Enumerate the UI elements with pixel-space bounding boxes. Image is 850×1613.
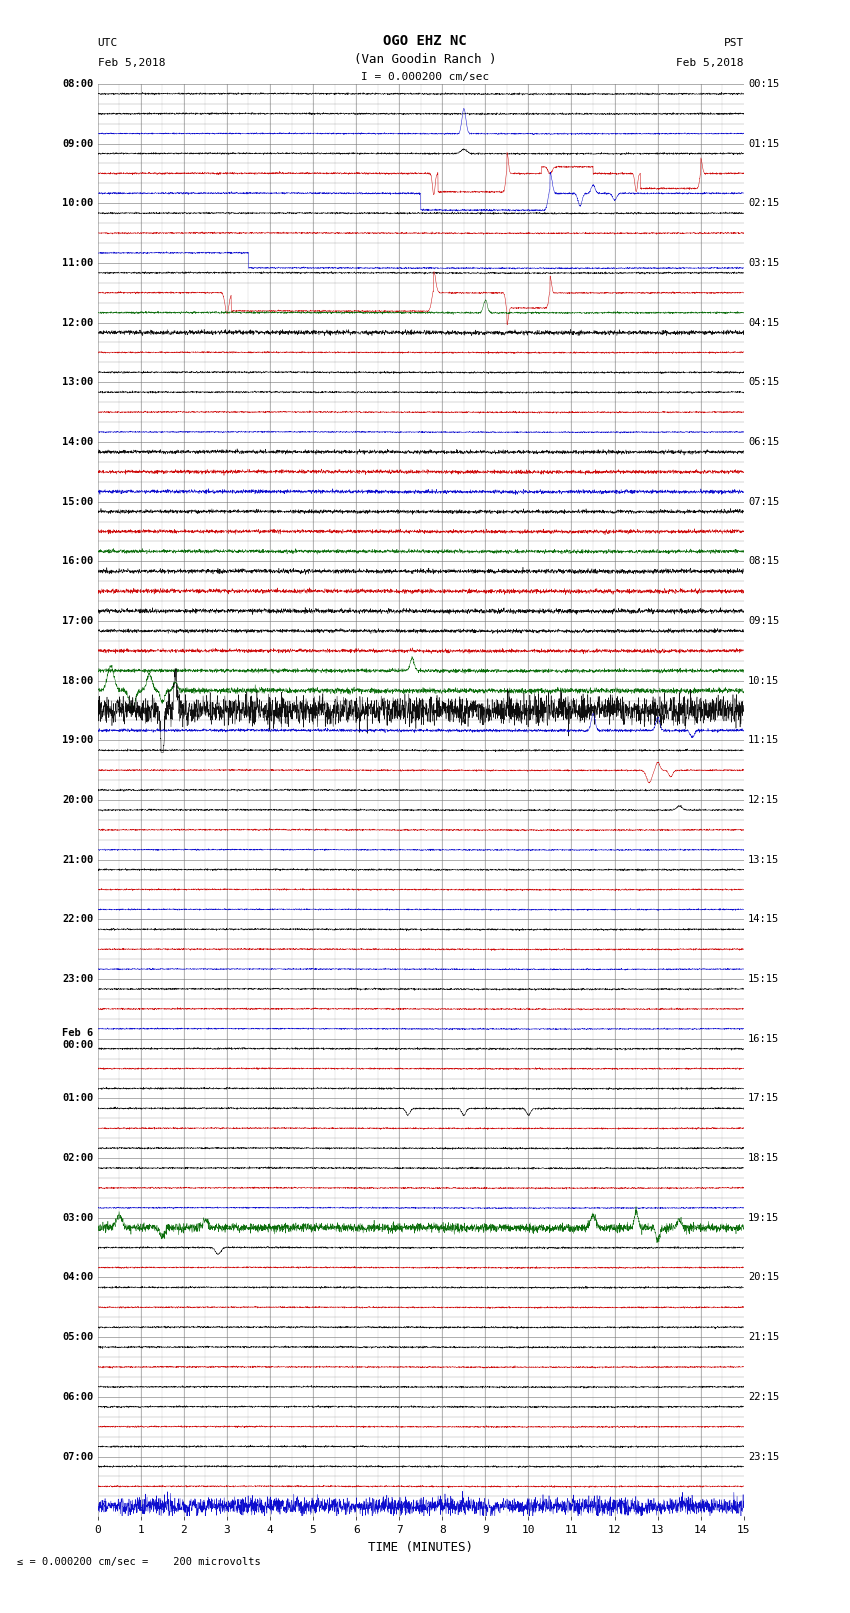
Text: 07:15: 07:15 — [748, 497, 779, 506]
Text: 05:00: 05:00 — [62, 1332, 94, 1342]
Text: 22:00: 22:00 — [62, 915, 94, 924]
Text: (Van Goodin Ranch ): (Van Goodin Ranch ) — [354, 53, 496, 66]
Text: 03:00: 03:00 — [62, 1213, 94, 1223]
Text: PST: PST — [723, 39, 744, 48]
Text: Feb 5,2018: Feb 5,2018 — [98, 58, 165, 68]
Text: 07:00: 07:00 — [62, 1452, 94, 1461]
Text: 06:00: 06:00 — [62, 1392, 94, 1402]
Text: 17:00: 17:00 — [62, 616, 94, 626]
Text: 16:15: 16:15 — [748, 1034, 779, 1044]
Text: 04:00: 04:00 — [62, 1273, 94, 1282]
Text: I = 0.000200 cm/sec: I = 0.000200 cm/sec — [361, 73, 489, 82]
Text: Feb 6
00:00: Feb 6 00:00 — [62, 1027, 94, 1050]
Text: 01:00: 01:00 — [62, 1094, 94, 1103]
Text: 14:00: 14:00 — [62, 437, 94, 447]
Text: 02:00: 02:00 — [62, 1153, 94, 1163]
Text: 03:15: 03:15 — [748, 258, 779, 268]
Text: 10:15: 10:15 — [748, 676, 779, 686]
Text: 23:00: 23:00 — [62, 974, 94, 984]
Text: 21:00: 21:00 — [62, 855, 94, 865]
Text: 13:00: 13:00 — [62, 377, 94, 387]
Text: 10:00: 10:00 — [62, 198, 94, 208]
Text: 09:15: 09:15 — [748, 616, 779, 626]
X-axis label: TIME (MINUTES): TIME (MINUTES) — [368, 1540, 473, 1553]
Text: 18:00: 18:00 — [62, 676, 94, 686]
Text: 05:15: 05:15 — [748, 377, 779, 387]
Text: UTC: UTC — [98, 39, 118, 48]
Text: Feb 5,2018: Feb 5,2018 — [677, 58, 744, 68]
Text: 11:00: 11:00 — [62, 258, 94, 268]
Text: 16:00: 16:00 — [62, 556, 94, 566]
Text: 13:15: 13:15 — [748, 855, 779, 865]
Text: 09:00: 09:00 — [62, 139, 94, 148]
Text: 06:15: 06:15 — [748, 437, 779, 447]
Text: 08:00: 08:00 — [62, 79, 94, 89]
Text: 15:00: 15:00 — [62, 497, 94, 506]
Text: 02:15: 02:15 — [748, 198, 779, 208]
Text: 11:15: 11:15 — [748, 736, 779, 745]
Text: OGO EHZ NC: OGO EHZ NC — [383, 34, 467, 48]
Text: 19:00: 19:00 — [62, 736, 94, 745]
Text: 18:15: 18:15 — [748, 1153, 779, 1163]
Text: 04:15: 04:15 — [748, 318, 779, 327]
Text: 22:15: 22:15 — [748, 1392, 779, 1402]
Text: ≤ = 0.000200 cm/sec =    200 microvolts: ≤ = 0.000200 cm/sec = 200 microvolts — [17, 1557, 261, 1566]
Text: 17:15: 17:15 — [748, 1094, 779, 1103]
Text: 15:15: 15:15 — [748, 974, 779, 984]
Text: 08:15: 08:15 — [748, 556, 779, 566]
Text: 00:15: 00:15 — [748, 79, 779, 89]
Text: 23:15: 23:15 — [748, 1452, 779, 1461]
Text: 12:15: 12:15 — [748, 795, 779, 805]
Text: 20:00: 20:00 — [62, 795, 94, 805]
Text: 01:15: 01:15 — [748, 139, 779, 148]
Text: 21:15: 21:15 — [748, 1332, 779, 1342]
Text: 14:15: 14:15 — [748, 915, 779, 924]
Text: 19:15: 19:15 — [748, 1213, 779, 1223]
Text: 20:15: 20:15 — [748, 1273, 779, 1282]
Text: 12:00: 12:00 — [62, 318, 94, 327]
